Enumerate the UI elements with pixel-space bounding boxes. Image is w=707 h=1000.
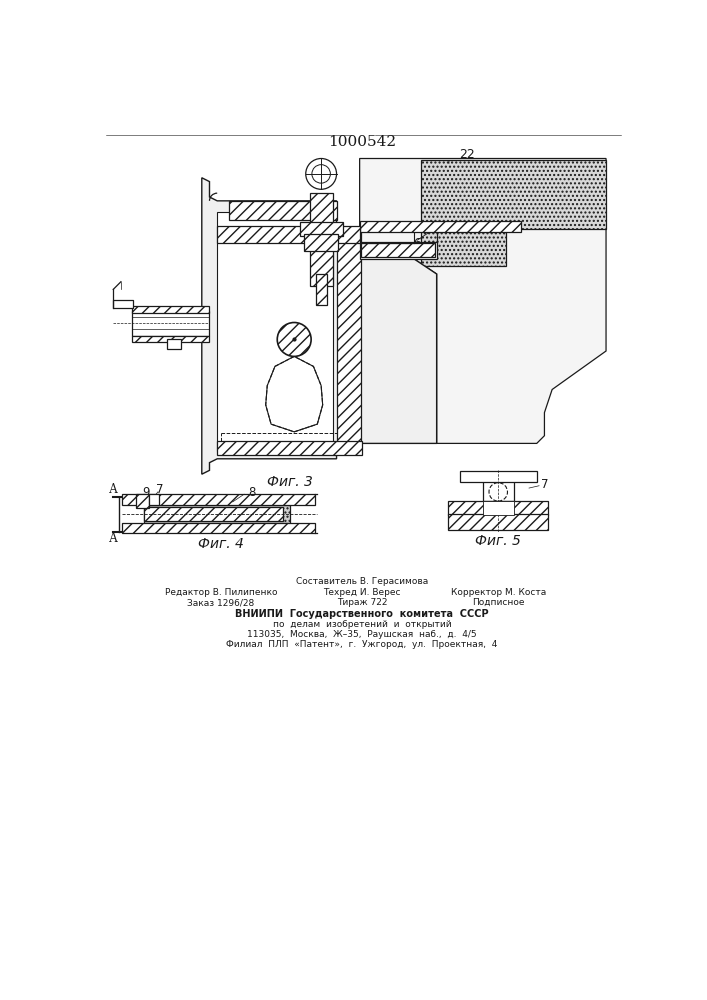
Bar <box>421 160 606 229</box>
Text: Редактор В. Пилипенко: Редактор В. Пилипенко <box>165 588 277 597</box>
Bar <box>300 222 343 235</box>
Text: Техред И. Верес: Техред И. Верес <box>323 588 401 597</box>
Text: Подписное: Подписное <box>472 598 525 607</box>
Text: 13: 13 <box>240 206 256 219</box>
Bar <box>483 501 514 515</box>
Bar <box>360 242 437 259</box>
Bar <box>229 201 337 220</box>
Text: А - А: А - А <box>484 479 513 492</box>
Text: 1000542: 1000542 <box>328 135 396 149</box>
Text: Фиг. 5: Фиг. 5 <box>475 534 521 548</box>
Text: 7: 7 <box>541 478 548 491</box>
Bar <box>483 478 514 501</box>
Bar <box>217 226 360 243</box>
Text: 6: 6 <box>414 237 421 250</box>
Text: 8: 8 <box>248 486 255 499</box>
Bar <box>167 339 181 349</box>
Bar <box>132 306 209 312</box>
Polygon shape <box>201 178 437 474</box>
Bar <box>460 471 537 482</box>
Bar <box>144 507 283 521</box>
Text: 15: 15 <box>294 210 310 223</box>
Bar <box>217 441 362 455</box>
Bar <box>361 243 435 257</box>
Bar <box>448 514 549 530</box>
Bar <box>310 193 333 286</box>
Bar <box>132 311 209 336</box>
Bar <box>122 494 315 505</box>
Text: Корректор М. Коста: Корректор М. Коста <box>450 588 546 597</box>
Bar <box>360 221 521 232</box>
Polygon shape <box>148 494 160 505</box>
Bar <box>122 523 315 533</box>
Bar <box>113 300 133 308</box>
Text: 113035,  Москва,  Ж–35,  Раушская  наб.,  д.  4/5: 113035, Москва, Ж–35, Раушская наб., д. … <box>247 630 477 639</box>
Text: по  делам  изобретений  и  открытий: по делам изобретений и открытий <box>273 620 451 629</box>
Bar <box>421 229 506 266</box>
Bar <box>316 274 327 305</box>
Circle shape <box>277 323 311 356</box>
Text: А: А <box>109 532 117 545</box>
Bar <box>337 228 361 443</box>
Text: ВНИИПИ  Государственного  комитета  СССР: ВНИИПИ Государственного комитета СССР <box>235 609 489 619</box>
Text: Тираж 722: Тираж 722 <box>337 598 387 607</box>
Text: Филиал  ПЛП  «Патент»,  г.  Ужгород,  ул.  Проектная,  4: Филиал ПЛП «Патент», г. Ужгород, ул. Про… <box>226 640 498 649</box>
Text: А: А <box>109 483 117 496</box>
Bar <box>144 505 291 523</box>
Text: Составитель В. Герасимова: Составитель В. Герасимова <box>296 578 428 586</box>
Text: Заказ 1296/28: Заказ 1296/28 <box>187 598 255 607</box>
Text: 7: 7 <box>156 483 163 496</box>
Bar <box>136 494 148 508</box>
Text: Фиг. 4: Фиг. 4 <box>198 536 244 550</box>
Polygon shape <box>360 158 606 443</box>
Bar <box>304 234 338 251</box>
Text: Фиг. 3: Фиг. 3 <box>267 475 313 489</box>
Bar <box>132 336 209 342</box>
Bar <box>217 212 333 451</box>
Text: 22: 22 <box>459 148 474 161</box>
Bar <box>448 501 549 515</box>
Text: 9: 9 <box>142 486 149 499</box>
